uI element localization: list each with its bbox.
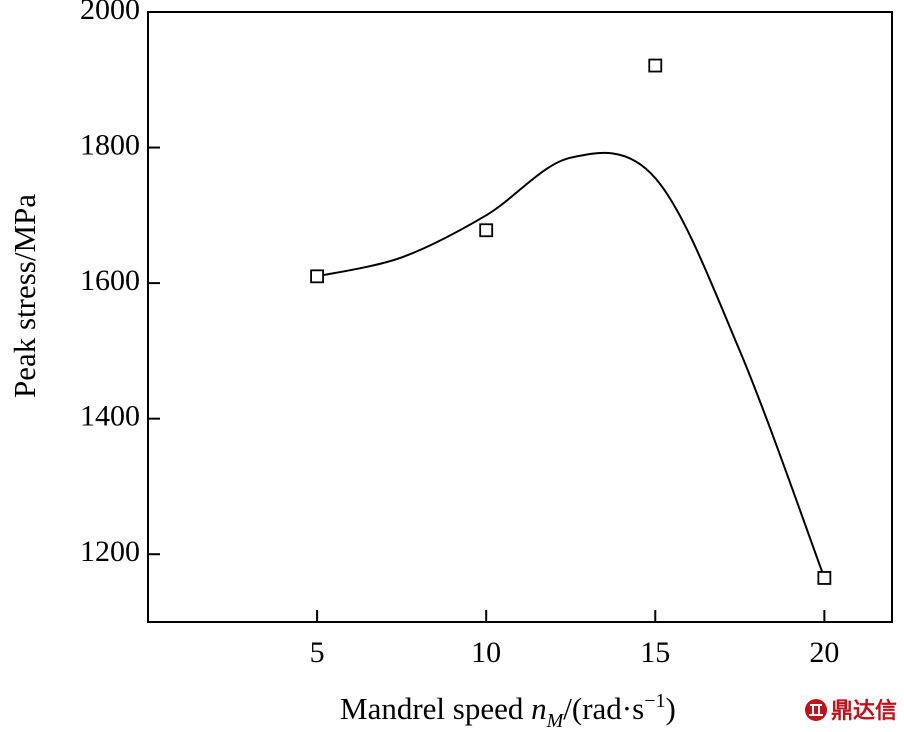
x-axis-title-exp: −1: [644, 690, 665, 712]
fit-curve: [316, 151, 826, 579]
x-axis-title-unit: /(rad·s: [563, 691, 644, 726]
x-axis-title-sub: M: [546, 710, 565, 732]
x-tick-label: 10: [471, 636, 501, 669]
y-tick-label: 1800: [80, 128, 140, 161]
y-tick-label: 1600: [80, 264, 140, 297]
y-tick-label: 1200: [80, 535, 140, 568]
x-axis-title-close: ): [665, 691, 675, 726]
watermark-logo-mark: [809, 704, 823, 716]
x-tick-label: 15: [640, 636, 670, 669]
x-axis-title-main: Mandrel speed: [340, 691, 531, 726]
plot-frame: [147, 11, 893, 623]
x-tick-label: 5: [310, 636, 325, 669]
y-tick-label: 1400: [80, 400, 140, 433]
x-tick-label: 20: [809, 636, 839, 669]
watermark-text: 鼎达信: [831, 698, 897, 724]
data-point: [648, 58, 663, 73]
x-axis-title-var: n: [531, 691, 547, 726]
y-axis-ticks: 1200 1400 1600 1800 2000: [80, 0, 160, 568]
y-tick-label: 2000: [80, 0, 140, 26]
y-axis-title: Peak stress/MPa: [7, 194, 42, 398]
watermark-logo-icon: [805, 699, 827, 721]
x-axis-title: Mandrel speed nM/(rad·s−1): [340, 690, 676, 732]
x-axis-ticks: 5 10 15 20: [310, 610, 839, 669]
data-point: [479, 223, 494, 238]
data-points: [310, 58, 832, 585]
data-point: [817, 571, 832, 585]
watermark: 鼎达信: [805, 698, 897, 724]
data-point: [310, 269, 324, 284]
